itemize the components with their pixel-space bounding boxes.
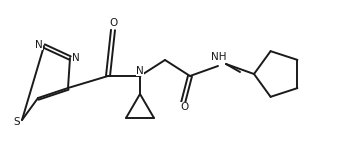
Text: S: S [14,117,20,127]
Text: NH: NH [211,52,227,62]
Text: N: N [72,53,80,63]
Text: O: O [180,102,188,112]
Text: N: N [136,66,144,76]
Text: O: O [109,18,117,28]
Text: N: N [35,40,43,50]
